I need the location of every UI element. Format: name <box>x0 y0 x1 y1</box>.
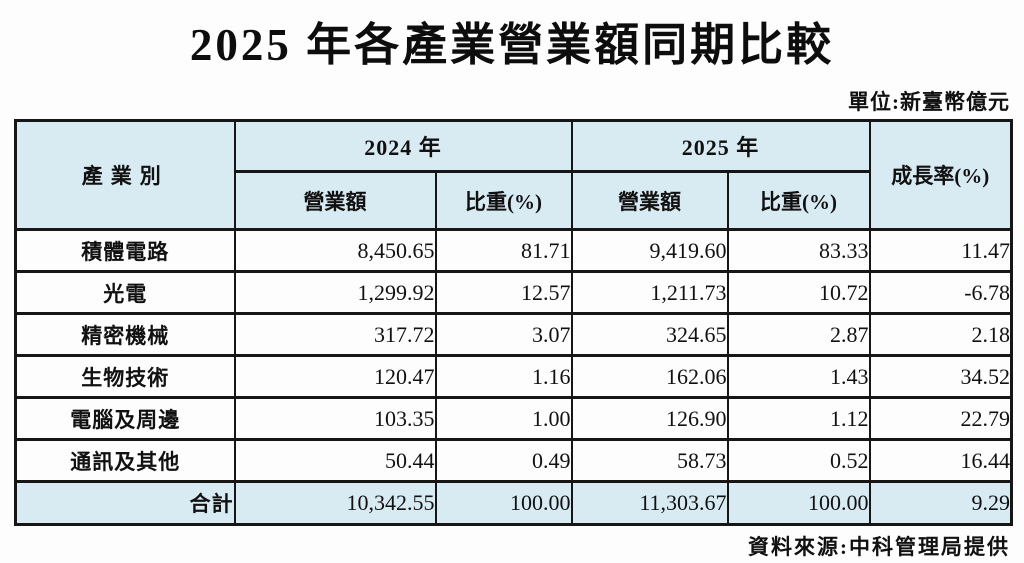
share-2025-cell: 83.33 <box>726 228 871 273</box>
unit-note: 單位:新臺幣億元 <box>848 90 1010 114</box>
table-row-communication: 通訊及其他 50.44 0.49 58.73 0.52 16.44 <box>14 438 1013 483</box>
rev-2024-cell: 120.47 <box>233 354 437 399</box>
rev-2025-cell: 324.65 <box>570 312 729 357</box>
share-2025-cell: 0.52 <box>726 438 871 483</box>
table-row-ic: 積體電路 8,450.65 81.71 9,419.60 83.33 11.47 <box>14 228 1013 273</box>
total-rev-2025-cell: 11,303.67 <box>570 480 729 526</box>
growth-cell: 22.79 <box>868 396 1013 441</box>
table-header: 產業別 2024 年 2025 年 成長率(%) 營業額 比重(%) 營業額 比… <box>14 119 1013 231</box>
rev-2024-cell: 8,450.65 <box>233 228 437 273</box>
source-note: 資料來源:中科管理局提供 <box>748 535 1010 559</box>
share-2024-cell: 3.07 <box>434 312 573 357</box>
share-2024-cell: 1.00 <box>434 396 573 441</box>
share-2024-cell: 0.49 <box>434 438 573 483</box>
rev-2025-cell: 9,419.60 <box>570 228 729 273</box>
total-label-cell: 合計 <box>14 480 236 526</box>
header-year-2025: 2025 年 <box>570 119 871 173</box>
growth-cell: -6.78 <box>868 270 1013 315</box>
rev-2024-cell: 1,299.92 <box>233 270 437 315</box>
share-2024-cell: 81.71 <box>434 228 573 273</box>
share-2024-cell: 12.57 <box>434 270 573 315</box>
table-row-total: 合計 10,342.55 100.00 11,303.67 100.00 9.2… <box>14 480 1013 526</box>
share-2025-cell: 10.72 <box>726 270 871 315</box>
total-share-2025-cell: 100.00 <box>726 480 871 526</box>
growth-cell: 11.47 <box>868 228 1013 273</box>
rev-2025-cell: 1,211.73 <box>570 270 729 315</box>
total-share-2024-cell: 100.00 <box>434 480 573 526</box>
total-rev-2024-cell: 10,342.55 <box>233 480 437 526</box>
table-row-computer: 電腦及周邊 103.35 1.00 126.90 1.12 22.79 <box>14 396 1013 441</box>
share-2025-cell: 1.12 <box>726 396 871 441</box>
industry-cell: 光電 <box>14 270 236 315</box>
header-share-2025: 比重(%) <box>726 170 871 231</box>
table-row-precision: 精密機械 317.72 3.07 324.65 2.87 2.18 <box>14 312 1013 357</box>
share-2025-cell: 2.87 <box>726 312 871 357</box>
rev-2025-cell: 162.06 <box>570 354 729 399</box>
header-year-2024: 2024 年 <box>233 119 573 173</box>
header-revenue-2024: 營業額 <box>233 170 437 231</box>
rev-2024-cell: 50.44 <box>233 438 437 483</box>
rev-2025-cell: 126.90 <box>570 396 729 441</box>
rev-2024-cell: 317.72 <box>233 312 437 357</box>
total-growth-cell: 9.29 <box>868 480 1013 526</box>
header-revenue-2025: 營業額 <box>570 170 729 231</box>
growth-cell: 16.44 <box>868 438 1013 483</box>
page-title: 2025 年各產業營業額同期比較 <box>189 20 835 70</box>
growth-cell: 34.52 <box>868 354 1013 399</box>
industry-cell: 精密機械 <box>14 312 236 357</box>
industry-cell: 電腦及周邊 <box>14 396 236 441</box>
rev-2024-cell: 103.35 <box>233 396 437 441</box>
industry-cell: 通訊及其他 <box>14 438 236 483</box>
share-2025-cell: 1.43 <box>726 354 871 399</box>
header-industry: 產業別 <box>14 119 236 231</box>
growth-cell: 2.18 <box>868 312 1013 357</box>
share-2024-cell: 1.16 <box>434 354 573 399</box>
industry-cell: 生物技術 <box>14 354 236 399</box>
header-share-2024: 比重(%) <box>434 170 573 231</box>
industry-revenue-table: 產業別 2024 年 2025 年 成長率(%) 營業額 比重(%) 營業額 比… <box>14 119 1014 526</box>
table-row-opto: 光電 1,299.92 12.57 1,211.73 10.72 -6.78 <box>14 270 1013 315</box>
industry-cell: 積體電路 <box>14 228 236 273</box>
header-growth: 成長率(%) <box>868 119 1013 231</box>
rev-2025-cell: 58.73 <box>570 438 729 483</box>
table-row-biotech: 生物技術 120.47 1.16 162.06 1.43 34.52 <box>14 354 1013 399</box>
